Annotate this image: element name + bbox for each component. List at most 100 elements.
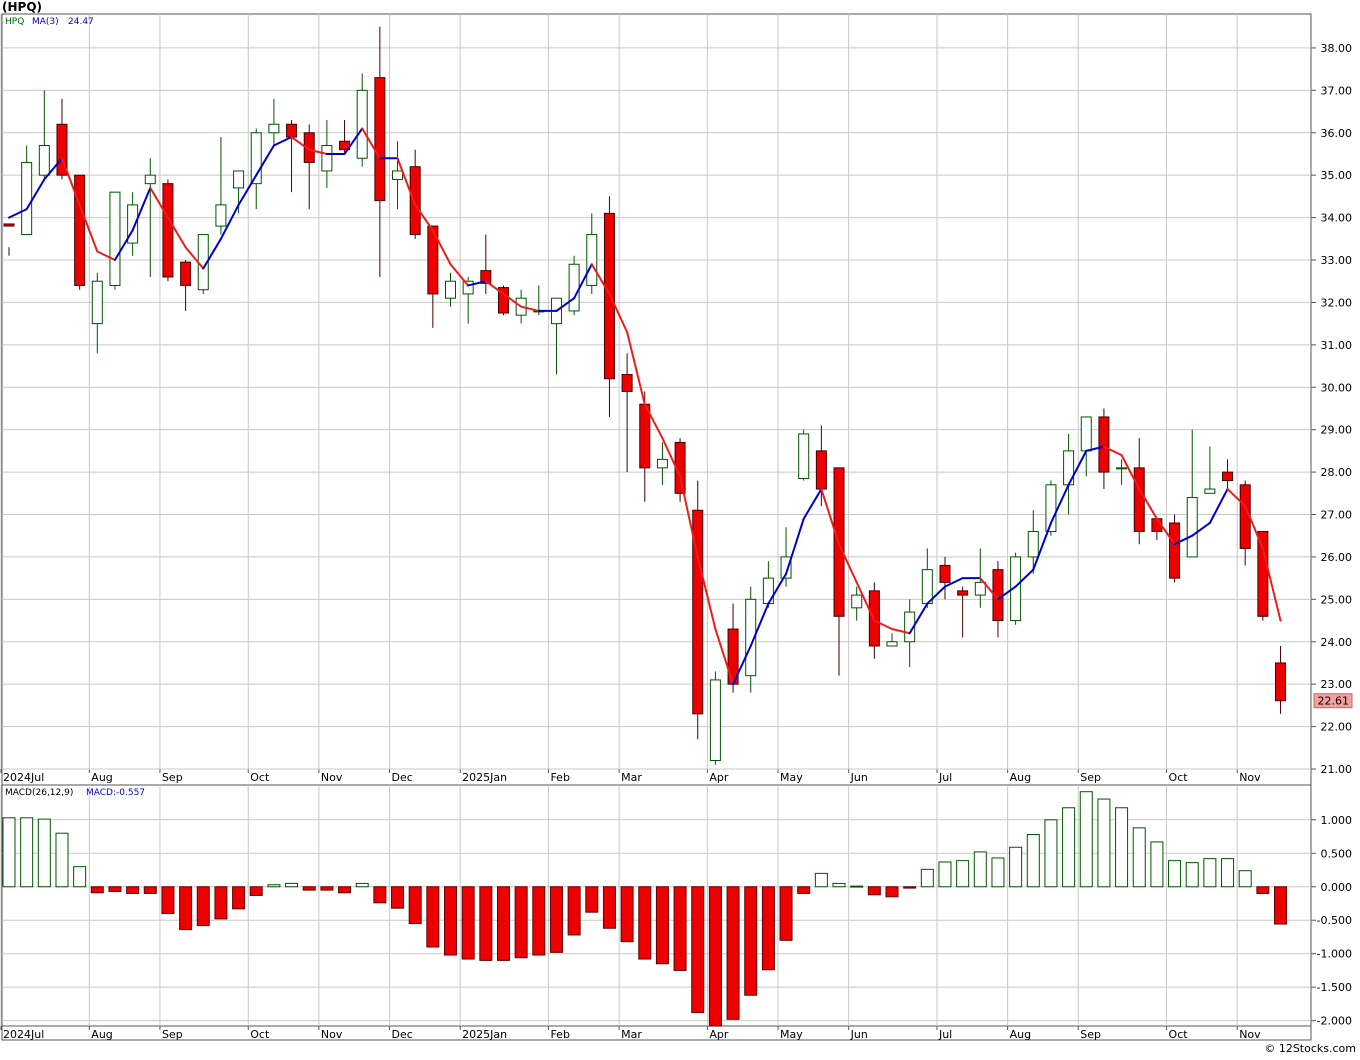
macd-bar <box>232 886 246 910</box>
ma3-segment <box>113 229 134 262</box>
macd-bar <box>761 886 775 971</box>
macd-bar <box>673 886 687 971</box>
macd-x-tick-label: May <box>780 1028 803 1041</box>
ma3-segment <box>926 585 946 605</box>
macd-bar <box>161 886 175 915</box>
macd-legend-label: MACD(26,12,9) <box>5 788 73 798</box>
price-y-tick-label: 26.00 <box>1321 551 1353 564</box>
macd-x-tick-label: Aug <box>91 1028 112 1041</box>
price-x-tick-label: Sep <box>1080 771 1101 784</box>
candle-down <box>374 77 386 202</box>
price-x-tick-label: Oct <box>250 771 270 784</box>
price-y-tick-label: 22.00 <box>1321 721 1353 734</box>
macd-x-tick-label: 2024Jul <box>3 1028 44 1041</box>
price-x-tick-label: 2025Jan <box>462 771 507 784</box>
price-y-tick-label: 36.00 <box>1321 127 1353 140</box>
candle-up <box>886 641 898 647</box>
macd-bar <box>1185 862 1199 888</box>
macd-bar <box>1044 819 1058 888</box>
macd-bar <box>1256 886 1270 894</box>
macd-bar <box>461 886 475 960</box>
candle-down <box>162 183 174 278</box>
candle-up <box>1080 416 1092 452</box>
ma3-segment <box>484 280 505 295</box>
ma3-segment <box>820 488 841 546</box>
ma3-segment <box>1085 445 1105 452</box>
ma3-segment <box>343 127 364 155</box>
macd-bar <box>991 857 1005 888</box>
ma3-segment <box>502 292 523 308</box>
ma3-segment <box>520 305 540 312</box>
ma3-segment <box>679 475 699 558</box>
chart-title: (HPQ) <box>2 0 43 14</box>
ma3-segment <box>202 237 222 270</box>
ma3-segment <box>1049 483 1070 524</box>
macd-bar <box>373 886 387 904</box>
candle-down <box>1098 416 1110 473</box>
ma3-segment <box>1244 505 1264 550</box>
price-y-tick-label: 33.00 <box>1321 254 1353 267</box>
macd-bar <box>126 886 140 894</box>
price-y-tick-label: 32.00 <box>1321 296 1353 309</box>
ma3-segment <box>573 263 593 300</box>
candle-down <box>1133 467 1145 532</box>
macd-legend-value: MACD:-0.557 <box>86 788 145 798</box>
ma3-segment <box>184 246 205 270</box>
macd-bar <box>143 886 157 894</box>
ma3-segment <box>96 250 116 262</box>
ma3-segment <box>1138 488 1158 520</box>
candle-down <box>56 123 68 176</box>
candle-up <box>91 280 103 325</box>
macd-bar <box>726 886 740 1020</box>
macd-bar <box>391 886 405 909</box>
candle-down <box>1169 522 1181 579</box>
ma3-segment <box>149 186 169 219</box>
macd-bar <box>620 886 634 943</box>
ma3-segment <box>131 186 152 232</box>
macd-x-tick-label: Aug <box>1010 1028 1031 1041</box>
macd-y-tick-label: -1.500 <box>1317 981 1352 994</box>
ma3-segment <box>272 136 293 147</box>
ma3-segment <box>855 581 876 622</box>
ma3-segment <box>60 157 81 206</box>
candle-up <box>21 161 33 236</box>
ma3-segment <box>714 628 735 686</box>
macd-bar <box>1203 858 1217 888</box>
price-x-tick-label: Oct <box>1169 771 1189 784</box>
price-date-axis <box>1 768 1312 786</box>
ma3-segment <box>873 619 893 631</box>
candle-down <box>957 590 969 596</box>
price-y-tick-label: 37.00 <box>1321 84 1353 97</box>
macd-bar <box>496 886 510 961</box>
price-y-tick-label: 24.00 <box>1321 636 1353 649</box>
ma3-segment <box>237 174 258 206</box>
macd-bar <box>267 884 281 888</box>
price-x-tick-label: Sep <box>162 771 183 784</box>
candle-down <box>409 166 421 236</box>
candle-down <box>815 450 827 490</box>
macd-x-tick-label: Mar <box>621 1028 642 1041</box>
candle-up <box>1116 467 1128 470</box>
candle-up <box>38 144 50 176</box>
macd-y-tick-label: -2.000 <box>1317 1015 1352 1028</box>
macd-x-tick-label: Nov <box>1239 1028 1261 1041</box>
candle-up <box>1204 488 1216 494</box>
macd-bar <box>885 886 899 898</box>
macd-bar <box>1221 858 1235 888</box>
ma3-segment <box>785 517 805 575</box>
ma3-segment <box>943 577 964 588</box>
ma3-segment <box>626 331 646 406</box>
macd-bar <box>744 886 758 996</box>
macd-bar <box>956 860 970 888</box>
candle-up <box>780 556 792 579</box>
macd-bar <box>1026 834 1040 888</box>
macd-bar <box>638 886 652 960</box>
price-y-tick-label: 27.00 <box>1321 509 1353 522</box>
candle-up <box>921 569 933 605</box>
legend-ma-value: 24.47 <box>68 17 94 27</box>
macd-bar <box>973 851 987 888</box>
price-x-tick-label: Jul <box>938 771 952 784</box>
price-x-tick-label: Dec <box>392 771 413 784</box>
